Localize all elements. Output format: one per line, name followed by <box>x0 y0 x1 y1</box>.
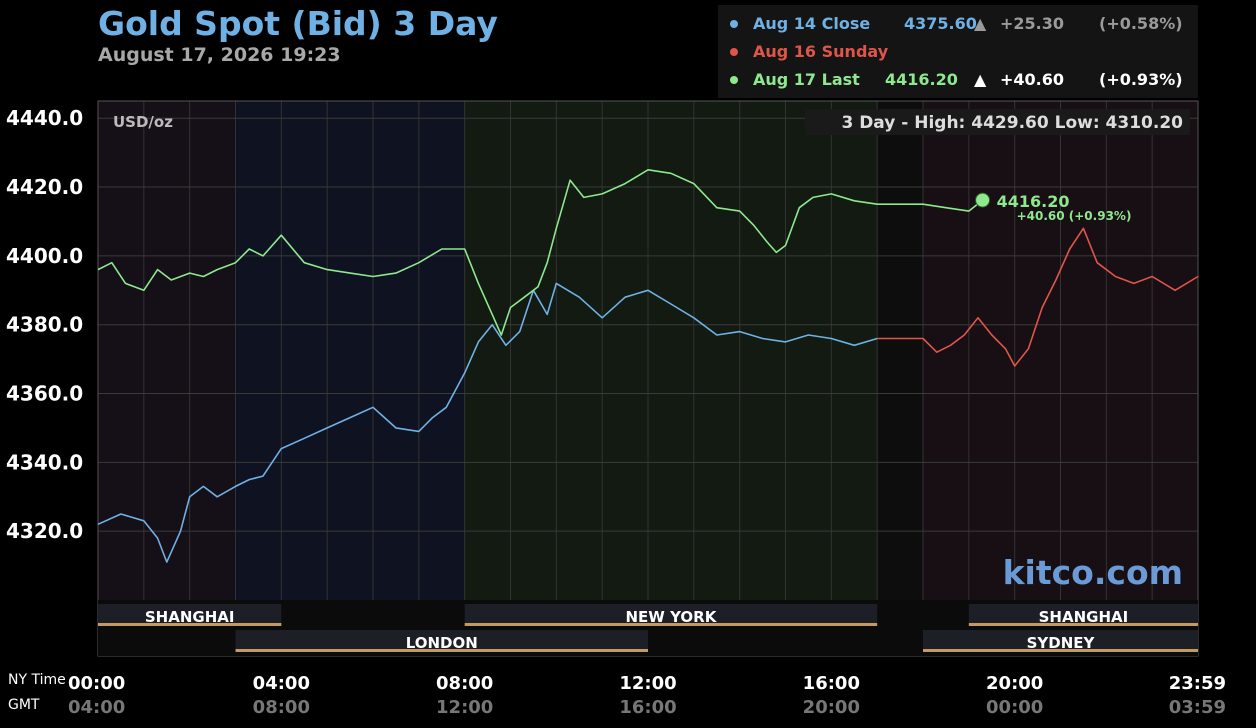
x-tick-label-ny: 04:00 <box>253 673 310 694</box>
high-low-label: 3 Day - High: 4429.60 Low: 4310.20 <box>841 113 1183 133</box>
x-tick-label-ny: 23:59 <box>1169 673 1226 694</box>
high-low-box <box>805 109 1190 135</box>
legend-label: Aug 17 Last <box>753 70 860 89</box>
legend-percent: (+0.58%) <box>1099 14 1183 33</box>
legend-dot-icon <box>730 48 738 56</box>
x-tick-label-ny: 00:00 <box>68 673 125 694</box>
legend-price: 4416.20 <box>885 70 958 89</box>
up-arrow-icon: ▲ <box>974 70 987 89</box>
last-price-label: 4416.20 <box>997 192 1070 211</box>
session-bar-line <box>923 649 1198 652</box>
x-tick-label-gmt: 03:59 <box>1169 697 1226 718</box>
x-tick-label-gmt: 12:00 <box>436 697 493 718</box>
price-line-series <box>97 282 878 563</box>
legend-dot-icon <box>730 76 738 84</box>
y-tick-label: 4440.0 <box>6 106 83 130</box>
session-label: SHANGHAI <box>1039 608 1129 626</box>
x-tick-label-gmt: 04:00 <box>68 697 125 718</box>
legend-change: +25.30 <box>1000 14 1065 33</box>
session-background <box>877 101 923 600</box>
gmt-label: GMT <box>8 697 40 713</box>
legend-percent: (+0.93%) <box>1099 70 1183 89</box>
session-label: SHANGHAI <box>145 608 235 626</box>
session-bar-line <box>98 623 282 626</box>
legend-label: Aug 14 Close <box>753 14 871 33</box>
x-tick-label-gmt: 08:00 <box>253 697 310 718</box>
ny-time-label: NY Time <box>8 672 66 688</box>
session-background <box>464 101 878 600</box>
x-tick-label-gmt: 00:00 <box>986 697 1043 718</box>
session-label: SYDNEY <box>1027 634 1096 652</box>
legend-box: Aug 14 Close 4375.60 ▲ +25.30 (+0.58%) A… <box>718 5 1198 98</box>
session-background <box>98 101 236 600</box>
last-price-marker: 4416.20+40.60 (+0.93%) <box>975 192 1132 223</box>
x-tick-label-gmt: 16:00 <box>619 697 676 718</box>
x-tick-label-ny: 12:00 <box>619 673 676 694</box>
legend-change: +40.60 <box>1000 70 1065 89</box>
last-price-dot-icon <box>975 192 991 208</box>
last-change-label: +40.60 (+0.93%) <box>1017 209 1132 223</box>
y-tick-label: 4320.0 <box>6 519 83 543</box>
session-label: LONDON <box>406 634 478 652</box>
price-line-series <box>97 169 984 336</box>
legend-label: Aug 16 Sunday <box>753 42 889 61</box>
legend-row-aug17: Aug 17 Last 4416.20 ▲ +40.60 (+0.93%) <box>718 67 1198 93</box>
y-tick-label: 4360.0 <box>6 382 83 406</box>
up-arrow-icon: ▲ <box>974 14 987 33</box>
y-tick-label: 4340.0 <box>6 450 83 474</box>
kitco-watermark: kitco.com <box>1003 553 1183 592</box>
y-axis-labels: 4440.0 4420.0 4400.0 4380.0 4360.0 4340.0 4320… <box>6 106 83 543</box>
y-tick-label: 4400.0 <box>6 244 83 268</box>
session-bar-line <box>968 623 1198 626</box>
session-bar <box>968 604 1198 626</box>
y-tick-label: 4420.0 <box>6 175 83 199</box>
legend-price: 4375.60 <box>904 14 977 33</box>
x-tick-label-gmt: 20:00 <box>803 697 860 718</box>
unit-label: USD/oz <box>113 113 173 131</box>
session-label: NEW YORK <box>626 608 718 626</box>
x-tick-label-ny: 08:00 <box>436 673 493 694</box>
session-bar-line <box>235 649 648 652</box>
session-background <box>235 101 465 600</box>
legend-row-aug14: Aug 14 Close 4375.60 ▲ +25.30 (+0.58%) <box>718 11 1198 37</box>
session-bar <box>464 604 878 626</box>
session-bar-line <box>464 623 878 626</box>
session-bars: SHANGHAI LONDON NEW YORK SHANGHAI SYDNEY <box>98 600 1198 656</box>
session-bar <box>923 630 1198 652</box>
legend-dot-icon <box>730 20 738 28</box>
grid-lines <box>98 101 1198 600</box>
session-bar <box>235 630 648 652</box>
x-axis-labels: 00:00 04:00 04:00 08:00 08:00 12:00 12:00 16:00… <box>68 673 1226 718</box>
x-tick-label-ny: 20:00 <box>986 673 1043 694</box>
price-line-series <box>877 227 1199 367</box>
y-tick-label: 4380.0 <box>6 313 83 337</box>
chart-title: Gold Spot (Bid) 3 Day <box>98 4 498 43</box>
session-bar <box>98 604 282 626</box>
chart-timestamp: August 17, 2026 19:23 <box>98 44 341 66</box>
x-tick-label-ny: 16:00 <box>803 673 860 694</box>
price-lines <box>97 169 1199 563</box>
legend-row-aug16: Aug 16 Sunday <box>718 39 1198 65</box>
